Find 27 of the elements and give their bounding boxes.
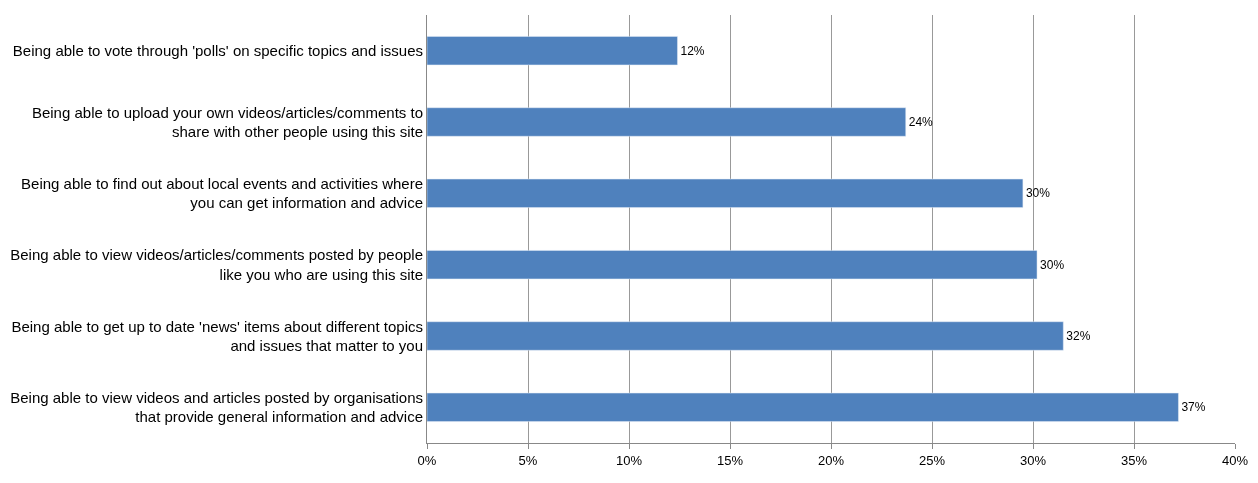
bar	[427, 178, 1024, 208]
y-tick-label: Being able to view videos and articles posted by organisations that provide general information and advice	[10, 388, 423, 426]
x-tick-label: 20%	[817, 452, 845, 468]
bar	[427, 250, 1038, 280]
data-label: 32%	[1066, 329, 1091, 343]
data-label: 30%	[1040, 257, 1065, 272]
bar	[427, 321, 1064, 351]
x-tick-label: 5%	[518, 452, 538, 468]
x-tick-label: 30%	[1019, 452, 1047, 468]
x-tick-label: 0%	[417, 452, 437, 468]
data-label: 12%	[680, 43, 705, 58]
x-tick-label: 10%	[615, 452, 643, 468]
y-tick-label: Being able to get up to date 'news' items about different topics and issues that matter to you	[11, 317, 423, 354]
x-tick-label: 15%	[716, 452, 744, 468]
y-tick-label: Being able to vote through 'polls' on specific topics and issues	[12, 41, 423, 59]
data-label: 24%	[908, 115, 934, 129]
data-label: 37%	[1181, 400, 1206, 415]
y-tick-label: Being able to view videos/articles/comments posted by people like you who are using this site	[10, 246, 423, 283]
y-tick-label: Being able to upload your own videos/articles/comments to share with other people using this site	[31, 103, 423, 140]
bar	[427, 392, 1179, 422]
x-tick-label: 40%	[1221, 452, 1249, 468]
y-tick-label: Being able to find out about local events and activities where you can get information and advice	[21, 174, 423, 212]
bar	[427, 36, 678, 66]
data-label: 30%	[1025, 186, 1051, 201]
x-tick-label: 25%	[918, 452, 946, 468]
bar	[427, 107, 906, 137]
x-tick-label: 35%	[1120, 452, 1148, 468]
